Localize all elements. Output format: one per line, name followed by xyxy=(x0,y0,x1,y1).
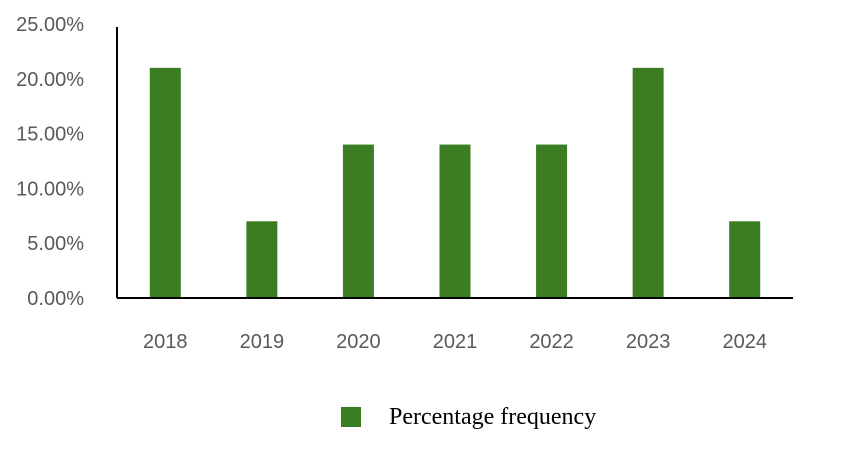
bar-2022 xyxy=(536,144,568,298)
legend-swatch xyxy=(341,407,361,427)
x-tick-label: 2023 xyxy=(626,331,671,353)
y-tick-label: 5.00% xyxy=(27,233,84,255)
x-tick-label: 2022 xyxy=(529,331,574,353)
bar-2024 xyxy=(729,221,761,298)
y-tick-label: 20.00% xyxy=(16,69,84,91)
legend-label: Percentage frequency xyxy=(389,404,596,430)
bar-2019 xyxy=(246,221,278,298)
x-tick-label: 2018 xyxy=(143,331,188,353)
y-tick-label: 25.00% xyxy=(16,14,84,36)
bar-2023 xyxy=(632,67,664,298)
y-tick-label: 0.00% xyxy=(27,288,84,310)
legend: Percentage frequency xyxy=(341,404,596,430)
x-tick-label: 2021 xyxy=(433,331,478,353)
bars xyxy=(149,67,761,298)
y-tick-label: 15.00% xyxy=(16,124,84,146)
bar-2020 xyxy=(342,144,374,298)
y-axis-ticks: 0.00% 5.00% 10.00% 15.00% 20.00% 25.00% xyxy=(16,14,84,310)
x-tick-label: 2019 xyxy=(240,331,285,353)
x-tick-label: 2020 xyxy=(336,331,381,353)
x-axis-ticks: 2018 2019 2020 2021 2022 2023 2024 xyxy=(143,331,767,353)
bar-2018 xyxy=(149,67,181,298)
x-tick-label: 2024 xyxy=(722,331,767,353)
y-tick-label: 10.00% xyxy=(16,178,84,200)
bar-2021 xyxy=(439,144,471,298)
